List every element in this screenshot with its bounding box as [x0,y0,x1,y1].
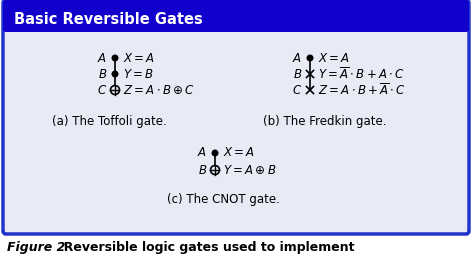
Text: $C$: $C$ [97,84,107,96]
Text: $X = A$: $X = A$ [123,52,155,64]
Text: $Y = A \oplus B$: $Y = A \oplus B$ [223,163,276,177]
Text: $C$: $C$ [292,84,302,96]
Text: $Z = A \cdot B \oplus C$: $Z = A \cdot B \oplus C$ [123,84,195,96]
Text: $B$: $B$ [292,68,302,80]
Text: $A$: $A$ [197,146,207,160]
Circle shape [112,71,118,77]
Text: $Z = A \cdot B + \overline{A} \cdot C$: $Z = A \cdot B + \overline{A} \cdot C$ [318,82,406,98]
Text: (b) The Fredkin gate.: (b) The Fredkin gate. [263,116,386,128]
Bar [6,18,466,32]
Text: $Y = \overline{A} \cdot B + A \cdot C$: $Y = \overline{A} \cdot B + A \cdot C$ [318,66,405,82]
Text: Basic Reversible Gates: Basic Reversible Gates [14,12,203,26]
Text: Figure 2: Figure 2 [7,241,65,254]
Text: $A$: $A$ [292,52,302,64]
Text: (c) The CNOT gate.: (c) The CNOT gate. [167,194,280,206]
FancyBboxPatch shape [3,0,469,234]
Text: $B$: $B$ [198,163,207,177]
Text: $X = A$: $X = A$ [318,52,350,64]
Text: Reversible logic gates used to implement: Reversible logic gates used to implement [55,241,355,254]
Circle shape [212,150,218,156]
Circle shape [307,55,313,61]
Text: $X = A$: $X = A$ [223,146,255,160]
FancyBboxPatch shape [3,0,469,32]
Circle shape [110,85,119,95]
Text: $B$: $B$ [98,68,107,80]
Text: (a) The Toffoli gate.: (a) The Toffoli gate. [52,116,167,128]
Text: $A$: $A$ [97,52,107,64]
Circle shape [210,166,219,174]
Text: $Y = B$: $Y = B$ [123,68,154,80]
Circle shape [112,55,118,61]
